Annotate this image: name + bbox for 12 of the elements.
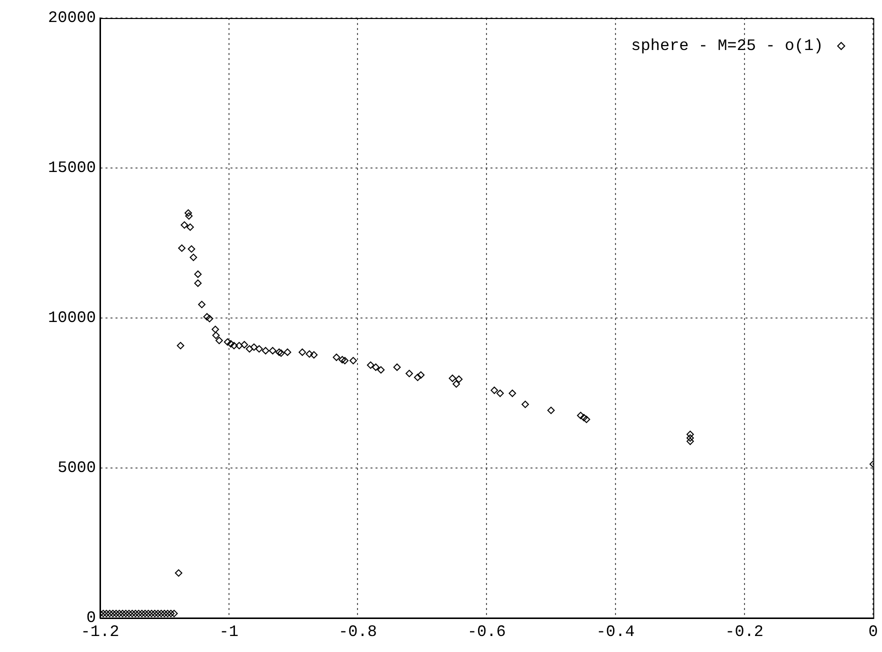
y-tick-label: 10000 (48, 309, 96, 328)
x-tick-label: 0 (868, 622, 878, 641)
x-tick-label: -0.8 (338, 622, 377, 641)
legend-label: sphere - M=25 - o(1) (631, 37, 824, 56)
y-tick-label: 15000 (48, 159, 96, 178)
y-tick-label: 20000 (48, 9, 96, 28)
x-tick-label: -1 (219, 622, 238, 641)
x-tick-label: -0.6 (467, 622, 506, 641)
x-tick-label: -0.2 (725, 622, 764, 641)
y-tick-label: 5000 (58, 459, 96, 478)
x-tick-label: -1.2 (80, 622, 120, 641)
x-tick-label: -0.4 (596, 622, 635, 641)
